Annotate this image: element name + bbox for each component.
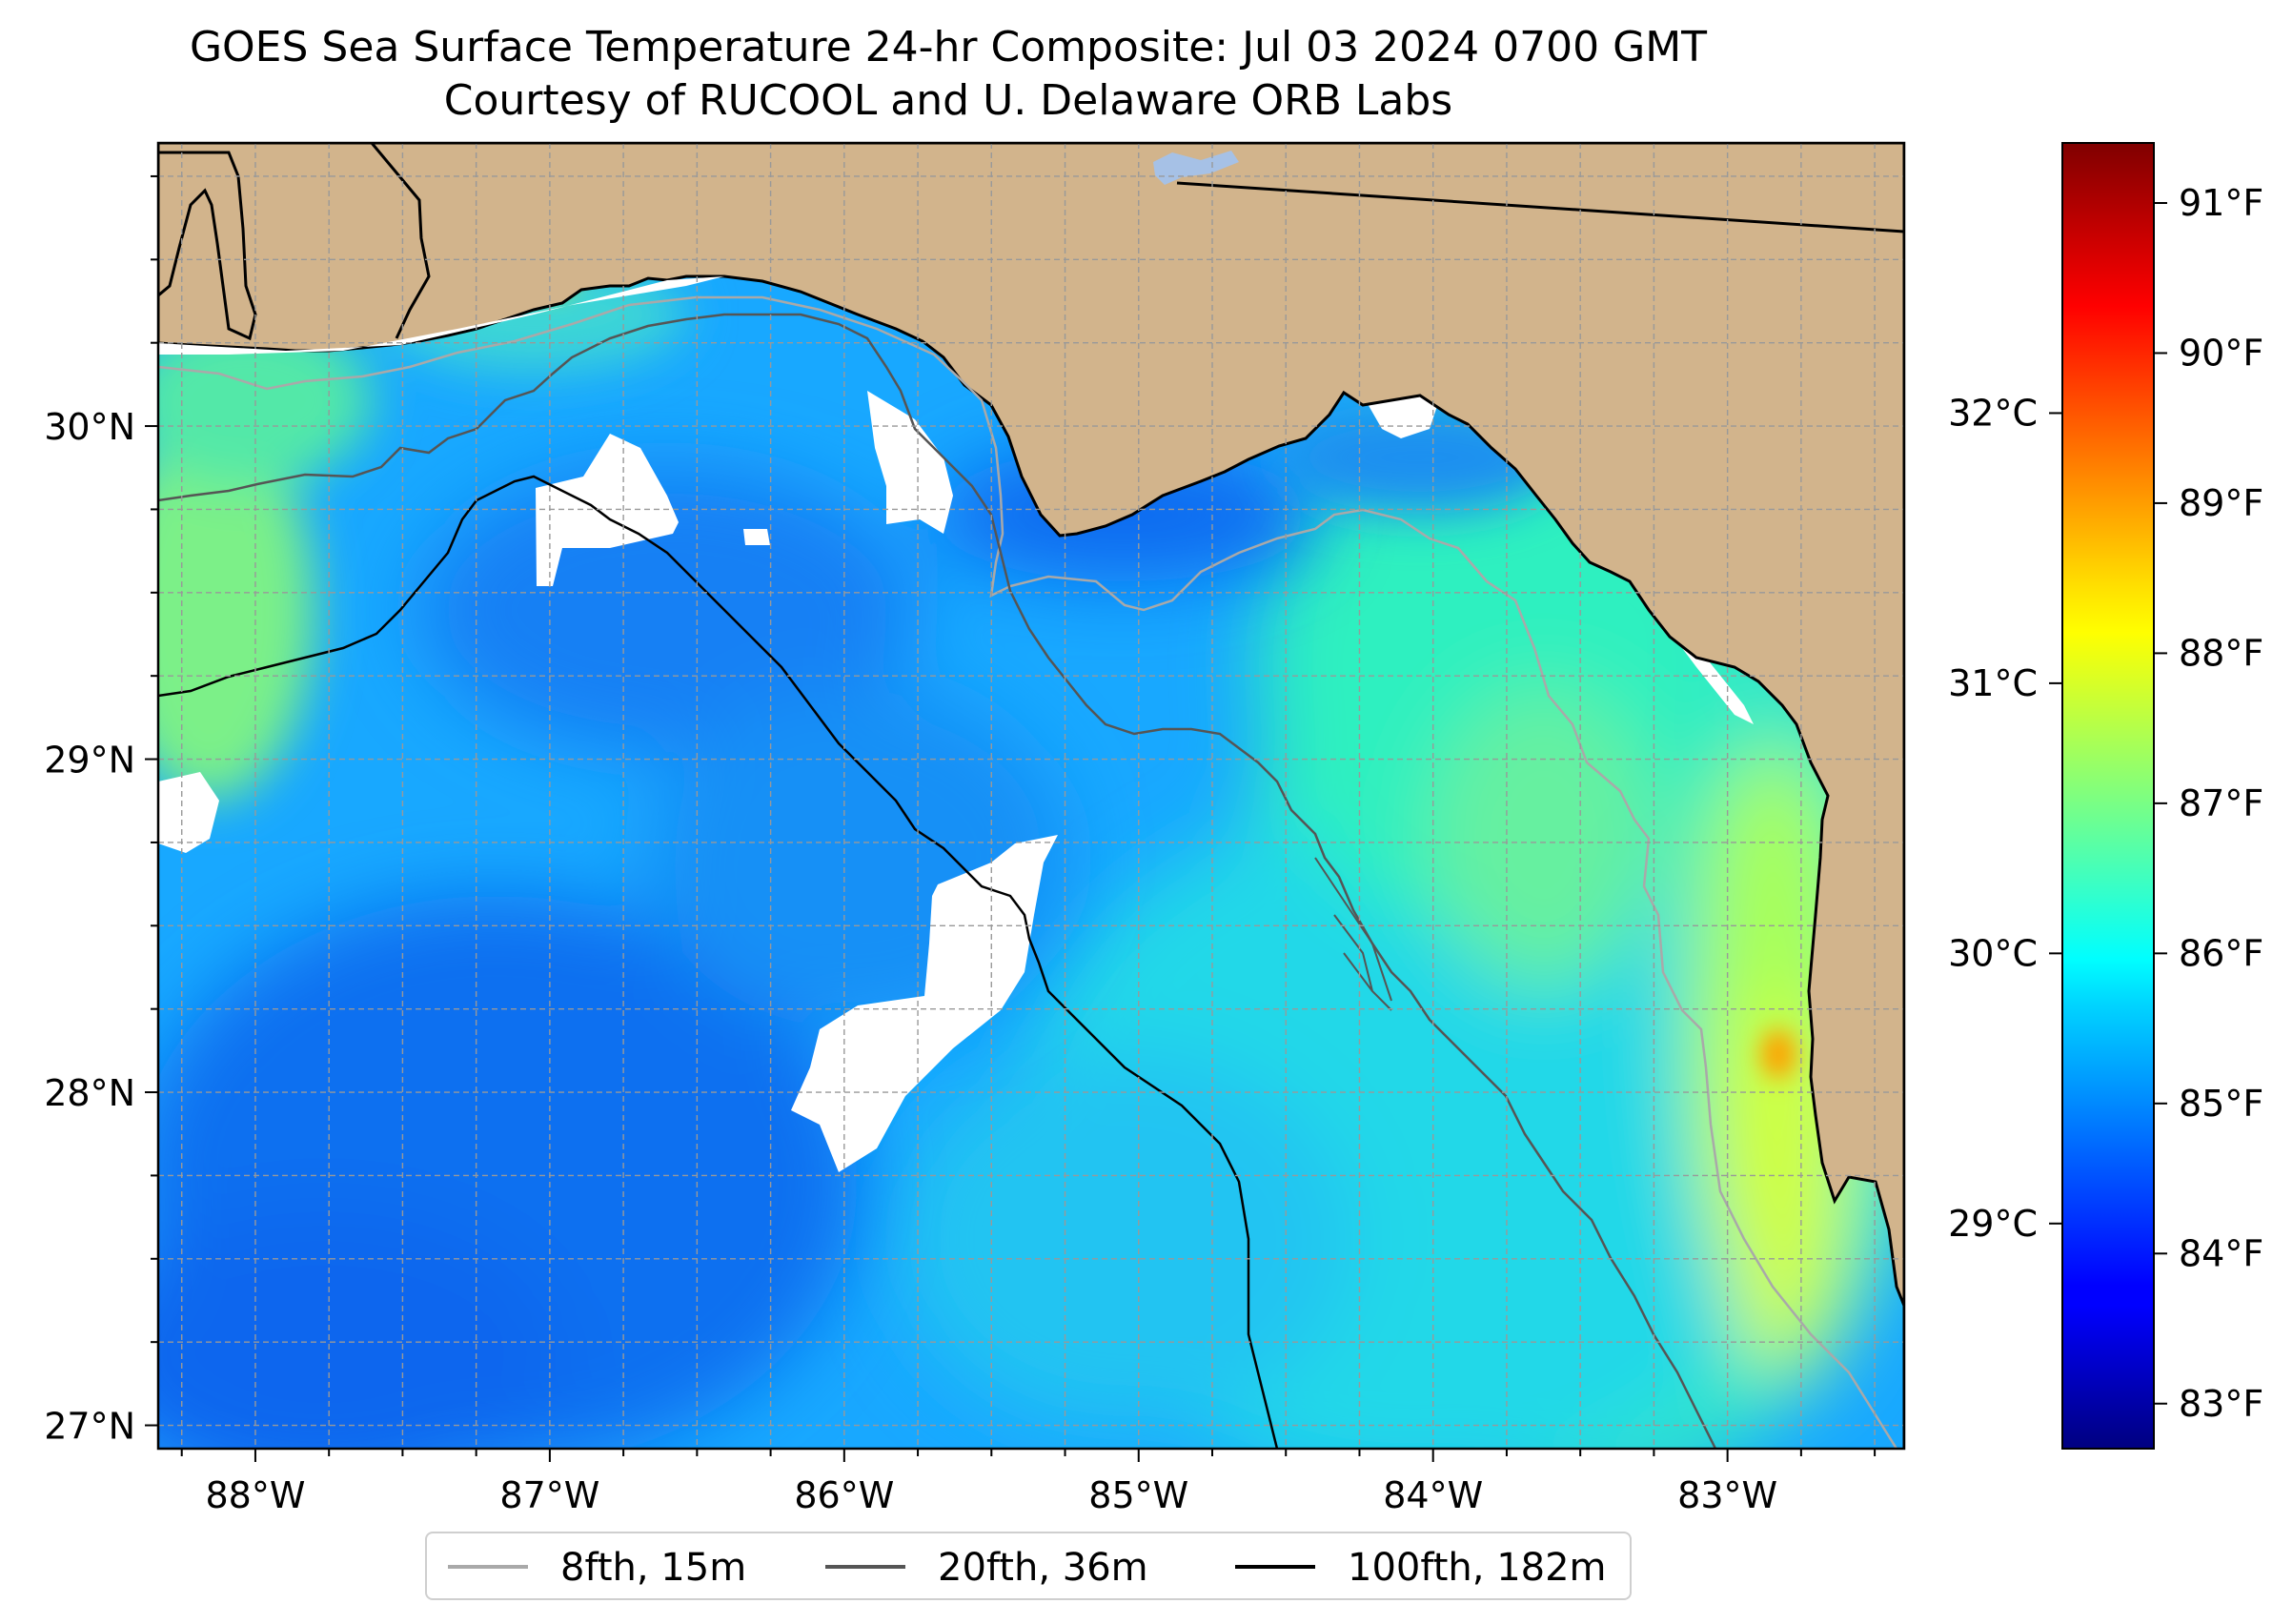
contour-100fth — [158, 475, 1279, 1449]
coast-fill-west — [158, 276, 724, 355]
lat-axis: 27°N 28°N 29°N 30°N — [44, 174, 158, 1448]
chart-subtitle: Courtesy of RUCOOL and U. Delaware ORB L… — [443, 76, 1453, 125]
legend-label-8fth: 8fth, 15m — [560, 1546, 747, 1590]
legend-label-20fth: 20fth, 36m — [938, 1546, 1148, 1590]
mobile-bay-land — [158, 151, 257, 341]
colorbar-f-label: 88°F — [2179, 632, 2263, 674]
lon-tick-label: 86°W — [794, 1474, 894, 1516]
contour-8fth — [158, 295, 1898, 1449]
colorbar-f-label: 83°F — [2179, 1383, 2263, 1425]
colorbar-c-label: 31°C — [1948, 662, 2038, 704]
legend: 8fth, 15m 20fth, 36m 100fth, 182m — [425, 1532, 1632, 1600]
contour-20fth-islands — [1314, 857, 1392, 1011]
lon-tick-label: 85°W — [1088, 1474, 1188, 1516]
colorbar-c-axis: 29°C 30°C 31°C 32°C — [1948, 392, 2062, 1245]
legend-line-100fth — [1235, 1565, 1315, 1569]
map-frame — [156, 141, 1906, 1451]
colorbar — [2061, 142, 2155, 1450]
colorbar-f-axis: 83°F 84°F 85°F 86°F 87°F 88°F 89°F 90°F 91°F — [2154, 182, 2263, 1425]
colorbar-f-label: 89°F — [2179, 482, 2263, 524]
colorbar-c-label: 29°C — [1948, 1203, 2038, 1245]
colorbar-f-label: 86°F — [2179, 932, 2263, 974]
legend-label-100fth: 100fth, 182m — [1348, 1546, 1607, 1590]
colorbar-f-label: 85°F — [2179, 1083, 2263, 1125]
legend-line-8fth — [448, 1565, 528, 1569]
state-border-west — [370, 143, 431, 339]
colorbar-f-label: 87°F — [2179, 782, 2263, 824]
legend-line-20fth — [825, 1565, 905, 1569]
chart-title: GOES Sea Surface Temperature 24-hr Compo… — [189, 23, 1708, 71]
map-area — [158, 143, 1904, 1449]
lon-tick-label: 84°W — [1383, 1474, 1483, 1516]
gridlines — [158, 143, 1904, 1449]
lake — [1153, 151, 1239, 185]
lon-tick-label: 87°W — [499, 1474, 599, 1516]
lat-tick-label: 30°N — [44, 406, 135, 448]
lat-tick-label: 27°N — [44, 1406, 135, 1448]
colorbar-f-label: 91°F — [2179, 182, 2263, 224]
lon-tick-label: 83°W — [1677, 1474, 1777, 1516]
lat-tick-label: 29°N — [44, 740, 135, 782]
colorbar-f-label: 90°F — [2179, 332, 2263, 374]
lon-axis: 88°W 87°W 86°W 85°W 84°W 83°W — [180, 1449, 1877, 1516]
depth-contours — [158, 295, 1898, 1449]
lon-tick-label: 88°W — [205, 1474, 305, 1516]
land-mass — [158, 143, 1904, 1449]
colorbar-f-label: 84°F — [2179, 1232, 2263, 1274]
colorbar-c-label: 30°C — [1948, 932, 2038, 974]
sst-warm-shelf — [896, 400, 1904, 1449]
lat-tick-label: 28°N — [44, 1072, 135, 1114]
state-border — [1176, 181, 1904, 233]
colorbar-c-label: 32°C — [1948, 392, 2038, 434]
contour-20fth — [158, 313, 1717, 1449]
